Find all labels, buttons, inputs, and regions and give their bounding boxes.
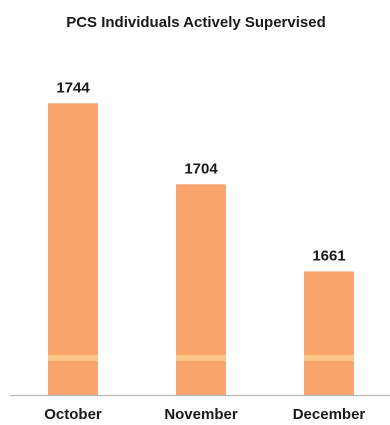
data-label-november: 1704	[184, 160, 218, 177]
x-tick-labels: October November December	[44, 406, 365, 423]
bar-highlight-band	[48, 355, 98, 361]
x-tick-october: October	[44, 406, 102, 423]
x-tick-december: December	[293, 406, 366, 423]
x-tick-november: November	[164, 406, 238, 423]
bar-november	[176, 184, 226, 395]
bars-group	[48, 103, 354, 396]
bar-highlight-band	[176, 355, 226, 361]
bar-october	[48, 103, 98, 396]
bar-highlight-band	[304, 355, 354, 361]
bar-december	[304, 271, 354, 395]
data-labels: 1744 1704 1661	[56, 79, 345, 264]
data-label-december: 1661	[312, 247, 345, 264]
chart-title: PCS Individuals Actively Supervised	[66, 14, 326, 31]
data-label-october: 1744	[56, 79, 90, 96]
